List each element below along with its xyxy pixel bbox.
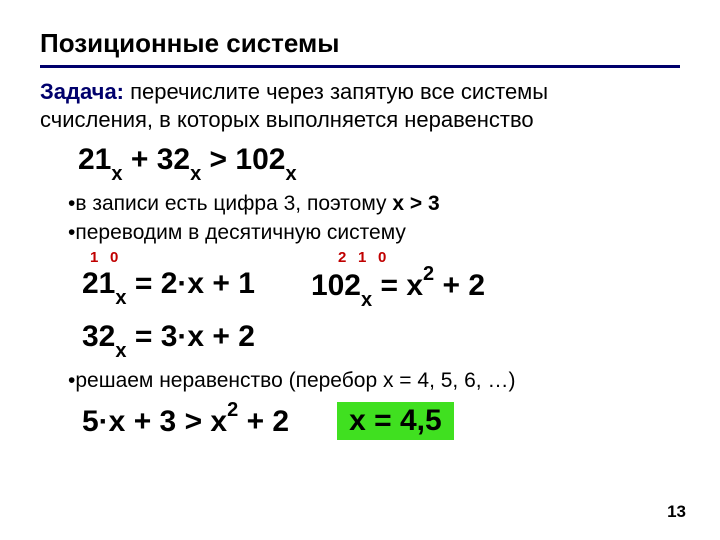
answer-box: x = 4,5 (337, 402, 454, 440)
eq102-tail: + 2 (434, 269, 485, 302)
final-lhs: 5·x + 3 > x (82, 405, 227, 438)
equations-row-1: 21x = 2·x + 1 102x = x2 + 2 (82, 267, 680, 308)
eq102-sup: 2 (423, 263, 434, 285)
bullet-3-text: решаем неравенство (перебор x = 4, 5, 6,… (75, 369, 515, 392)
bullet-1-text: в записи есть цифра 3, поэтому (75, 192, 392, 215)
final-inequality: 5·x + 3 > x2 + 2 (82, 403, 289, 439)
task-text-1: перечислите через запятую все системы (124, 79, 548, 104)
eq-102: 102x = x2 + 2 (311, 267, 485, 308)
title-rule (40, 65, 680, 68)
eq32-sub: x (115, 340, 126, 362)
equations-row-2: 32x = 3·x + 2 (82, 320, 680, 359)
ineq-s2: x (190, 163, 201, 185)
digit-102-2: 2 (338, 249, 346, 266)
main-inequality: 21x + 32x > 102x (78, 143, 680, 182)
slide-title: Позиционные системы (40, 28, 680, 59)
task-block: Задача: перечислите через запятую все си… (40, 78, 680, 133)
eq32-rhs: = 3·x + 2 (127, 320, 255, 353)
ineq-t3: 102 (235, 143, 285, 176)
eq102-eq: = x (372, 269, 423, 302)
slide: Позиционные системы Задача: перечислите … (0, 0, 720, 540)
eq102-sub: x (361, 289, 372, 311)
bullet-1-bold: x > 3 (392, 192, 439, 215)
eq-21: 21x = 2·x + 1 (82, 267, 255, 308)
bullet-list: •в записи есть цифра 3, поэтому x > 3 •п… (68, 190, 680, 247)
task-text-2: счисления, в которых выполняется неравен… (40, 107, 534, 132)
ineq-gt: > (201, 143, 235, 176)
eq21-rhs: = 2·x + 1 (127, 267, 255, 300)
eq21-lhs: 21 (82, 267, 115, 300)
ineq-t2: 32 (157, 143, 190, 176)
eq32-lhs: 32 (82, 320, 115, 353)
digit-labels-row: 1 0 2 1 0 (40, 249, 680, 267)
final-sup: 2 (227, 399, 238, 421)
ineq-s3: x (285, 163, 296, 185)
bullet-2: •переводим в десятичную систему (68, 219, 680, 246)
ineq-t1: 21 (78, 143, 111, 176)
bullet-1: •в записи есть цифра 3, поэтому x > 3 (68, 190, 680, 217)
bullet-2-text: переводим в десятичную систему (75, 221, 406, 244)
bullet-list-2: •решаем неравенство (перебор x = 4, 5, 6… (68, 367, 680, 394)
digit-21-1: 1 (90, 249, 98, 266)
digit-102-0: 0 (378, 249, 386, 266)
digit-102-1: 1 (358, 249, 366, 266)
digit-21-0: 0 (110, 249, 118, 266)
eq21-sub: x (115, 287, 126, 309)
final-tail: + 2 (238, 405, 289, 438)
page-number: 13 (667, 502, 686, 522)
eq-32: 32x = 3·x + 2 (82, 320, 680, 359)
ineq-plus: + (123, 143, 157, 176)
task-label: Задача: (40, 79, 124, 104)
final-row: 5·x + 3 > x2 + 2 x = 4,5 (82, 402, 680, 440)
bullet-3: •решаем неравенство (перебор x = 4, 5, 6… (68, 367, 680, 394)
eq102-lhs: 102 (311, 269, 361, 302)
ineq-s1: x (111, 163, 122, 185)
